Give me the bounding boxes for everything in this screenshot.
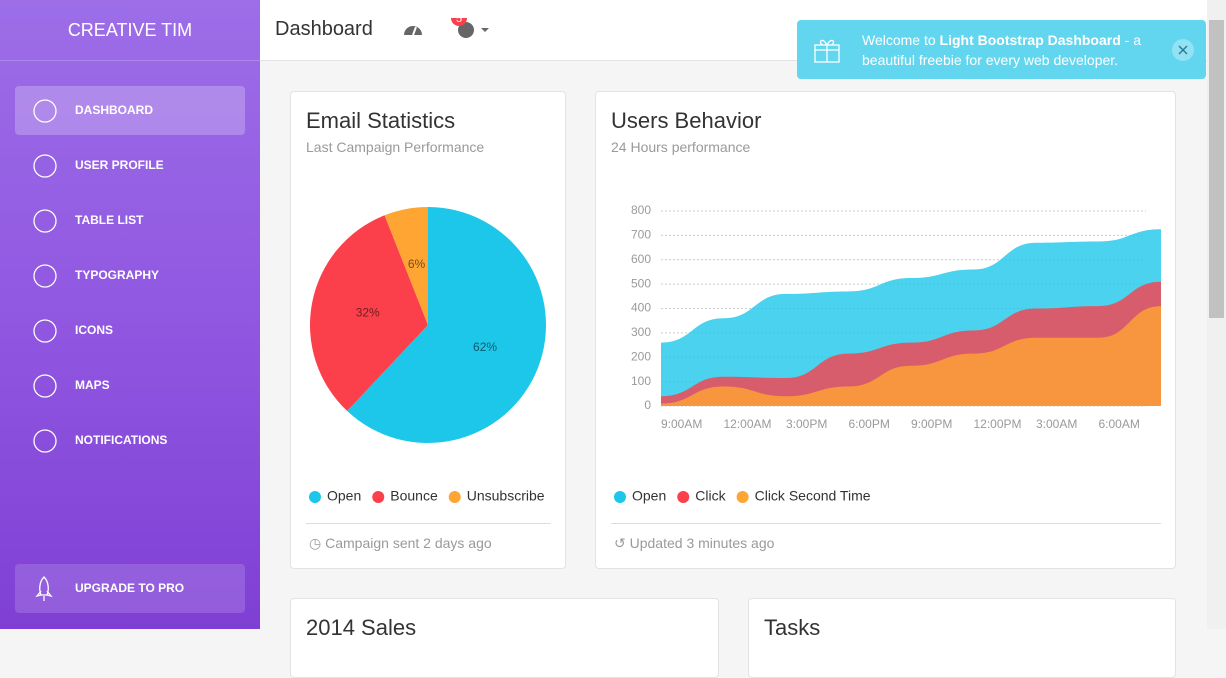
- nav-label: NOTIFICATIONS: [75, 433, 168, 447]
- y-tick-label: 300: [631, 325, 651, 339]
- card-title: Tasks: [764, 615, 821, 640]
- close-button[interactable]: [1171, 38, 1195, 62]
- scrollbar[interactable]: [1207, 0, 1226, 629]
- nav-icon: [33, 264, 57, 288]
- x-tick-label: 9:00AM: [661, 417, 702, 431]
- x-tick-label: 3:00AM: [1036, 417, 1077, 431]
- nav-item[interactable]: USER PROFILE: [15, 141, 245, 190]
- upgrade-label: UPGRADE TO PRO: [75, 581, 185, 595]
- x-tick-label: 9:00PM: [911, 417, 952, 431]
- badge-count: 5: [456, 18, 462, 25]
- x-tick-label: 3:00PM: [786, 417, 827, 431]
- nav-label: DASHBOARD: [75, 103, 153, 117]
- card-footer: ◷ Campaign sent 2 days ago: [309, 535, 492, 551]
- legend-label: Bounce: [390, 488, 438, 504]
- behavior-card: Users Behavior 24 Hours performance ↺ Up…: [595, 91, 1176, 569]
- y-tick-label: 0: [644, 398, 651, 412]
- y-tick-label: 200: [631, 349, 651, 363]
- nav-label: MAPS: [75, 378, 110, 392]
- legend-marker: [736, 491, 749, 503]
- gift-icon: [814, 39, 840, 63]
- slice-label: 32%: [356, 306, 380, 320]
- x-tick-label: 6:00PM: [849, 417, 890, 431]
- nav-icon: [33, 99, 57, 123]
- tasks-card: Tasks: [748, 598, 1176, 678]
- nav-label: TYPOGRAPHY: [75, 268, 160, 282]
- legend-label: Unsubscribe: [467, 488, 545, 504]
- nav-label: ICONS: [75, 323, 114, 337]
- navbar-icons: 5: [404, 18, 489, 38]
- nav-item[interactable]: DASHBOARD: [15, 86, 245, 135]
- slice-label: 6%: [408, 257, 426, 271]
- card-title: Email Statistics: [306, 108, 456, 133]
- scroll-thumb[interactable]: [1209, 20, 1224, 318]
- legend-marker: [677, 491, 690, 503]
- card-footer: ↺ Updated 3 minutes ago: [614, 535, 775, 551]
- nav-icon: [33, 154, 57, 178]
- card-divider: [306, 523, 551, 524]
- footer-text: Campaign sent 2 days ago: [325, 535, 492, 551]
- legend-label: Click: [695, 488, 726, 504]
- card-subtitle: Last Campaign Performance: [306, 139, 485, 155]
- pie-slice: [309, 215, 428, 412]
- area-chart: 0 100 200 300 400 500 600 700 800 9:00AM 12:00AM 3:…: [614, 203, 1161, 504]
- pie-slice: [347, 207, 546, 443]
- upgrade-button[interactable]: UPGRADE TO PRO: [15, 564, 245, 613]
- card-title: Users Behavior: [611, 108, 762, 133]
- nav-icon: [33, 374, 57, 398]
- legend-label: Open: [327, 488, 361, 504]
- nav-item[interactable]: TABLE LIST: [15, 196, 245, 245]
- card-divider: [611, 523, 1161, 524]
- card-title: 2014 Sales: [306, 615, 417, 640]
- x-tick-label: 6:00AM: [1099, 417, 1140, 431]
- brand[interactable]: CREATIVE TIM: [0, 0, 260, 61]
- nav-item[interactable]: NOTIFICATIONS: [15, 416, 245, 465]
- notification: Welcome to Light Bootstrap Dashboard - a…: [797, 20, 1206, 79]
- y-tick-label: 100: [631, 374, 651, 388]
- notification-text-end: - a beautiful freebie for every web deve…: [862, 32, 1142, 68]
- y-tick-label: 500: [631, 276, 651, 290]
- nav-label: TABLE LIST: [75, 213, 144, 227]
- y-tick-label: 400: [631, 301, 651, 315]
- nav-item[interactable]: TYPOGRAPHY: [15, 251, 245, 300]
- navbar-title[interactable]: Dashboard: [275, 18, 373, 40]
- area-series: [661, 306, 1161, 406]
- x-tick-label: 12:00PM: [974, 417, 1022, 431]
- globe-icon[interactable]: [458, 22, 489, 38]
- nav-icon: [33, 429, 57, 453]
- email-card: Email Statistics Last Campaign Performan…: [290, 91, 566, 569]
- legend-marker: [372, 491, 385, 503]
- footer-text: Updated 3 minutes ago: [629, 535, 775, 551]
- badge: [451, 18, 467, 26]
- y-tick-label: 700: [631, 228, 651, 242]
- notification-text: Welcome to Light Bootstrap Dashboard - a…: [862, 30, 1152, 70]
- legend-label: Open: [632, 488, 666, 504]
- nav-icon: [33, 209, 57, 233]
- y-tick-label: 800: [631, 203, 651, 217]
- legend-label: Click Second Time: [755, 488, 871, 504]
- notification-product: Light Bootstrap Dashboard: [939, 32, 1121, 48]
- legend-marker: [614, 491, 626, 503]
- nav-label: USER PROFILE: [75, 158, 164, 172]
- legend-marker: [448, 491, 461, 503]
- notification-text-start: Welcome to: [862, 32, 940, 48]
- pie-chart: 62% 32% 6% Open Bounce Unsubscribe: [309, 207, 546, 504]
- slice-label: 62%: [473, 340, 497, 354]
- card-subtitle: 24 Hours performance: [611, 139, 751, 155]
- nav-icon: [33, 319, 57, 343]
- sidebar: CREATIVE TIM UPGRADE TO PRO DASHBOARD USE…: [0, 0, 260, 629]
- nav-item[interactable]: MAPS: [15, 361, 245, 410]
- dashboard-icon[interactable]: [404, 26, 422, 36]
- legend-marker: [309, 491, 321, 503]
- sales-card: 2014 Sales: [290, 598, 719, 678]
- y-tick-label: 600: [631, 252, 651, 266]
- rocket-icon: [35, 576, 53, 601]
- pie-slice: [384, 207, 428, 325]
- nav-item[interactable]: ICONS: [15, 306, 245, 355]
- x-tick-label: 12:00AM: [724, 417, 772, 431]
